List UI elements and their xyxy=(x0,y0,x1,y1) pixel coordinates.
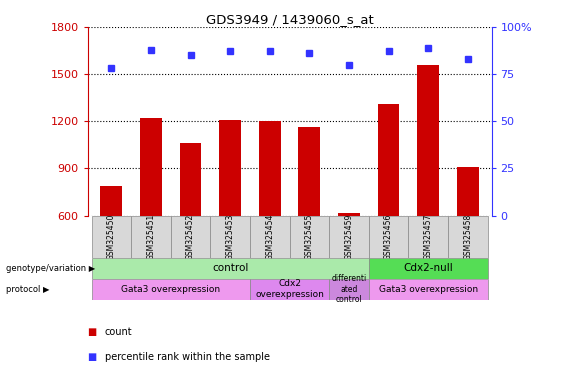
Bar xyxy=(131,215,171,258)
Text: Gata3 overexpression: Gata3 overexpression xyxy=(121,285,220,294)
Text: GSM325459: GSM325459 xyxy=(345,214,354,260)
Bar xyxy=(180,143,202,215)
Text: GSM325458: GSM325458 xyxy=(463,214,472,260)
Bar xyxy=(377,104,399,215)
Text: ■: ■ xyxy=(88,352,97,362)
Bar xyxy=(101,186,122,215)
Bar xyxy=(92,258,369,279)
Bar xyxy=(259,121,281,215)
Bar xyxy=(448,215,488,258)
Text: GSM325451: GSM325451 xyxy=(146,214,155,260)
Bar xyxy=(369,215,408,258)
Bar xyxy=(338,213,360,215)
Bar xyxy=(418,65,439,215)
Bar xyxy=(369,258,488,279)
Bar xyxy=(457,167,479,215)
Text: GSM325457: GSM325457 xyxy=(424,214,433,260)
Text: GSM325454: GSM325454 xyxy=(265,214,274,260)
Bar xyxy=(210,215,250,258)
Text: differenti
ated
control: differenti ated control xyxy=(331,274,367,304)
Bar xyxy=(329,215,369,258)
Bar xyxy=(92,215,131,258)
Text: ■: ■ xyxy=(88,327,97,337)
Text: genotype/variation ▶: genotype/variation ▶ xyxy=(6,264,95,273)
Bar xyxy=(219,120,241,215)
Bar xyxy=(140,118,162,215)
Text: count: count xyxy=(105,327,132,337)
Text: Cdx2-null: Cdx2-null xyxy=(403,263,453,273)
Bar xyxy=(290,215,329,258)
Bar xyxy=(408,215,448,258)
Bar xyxy=(250,279,329,300)
Bar xyxy=(171,215,210,258)
Text: GSM325452: GSM325452 xyxy=(186,214,195,260)
Bar xyxy=(92,279,250,300)
Bar xyxy=(369,279,488,300)
Text: Cdx2
overexpression: Cdx2 overexpression xyxy=(255,280,324,299)
Bar xyxy=(329,279,369,300)
Title: GDS3949 / 1439060_s_at: GDS3949 / 1439060_s_at xyxy=(206,13,373,26)
Bar xyxy=(298,127,320,215)
Text: GSM325453: GSM325453 xyxy=(225,214,234,260)
Text: GSM325455: GSM325455 xyxy=(305,214,314,260)
Text: Gata3 overexpression: Gata3 overexpression xyxy=(379,285,478,294)
Bar xyxy=(250,215,290,258)
Text: control: control xyxy=(212,263,249,273)
Text: GSM325456: GSM325456 xyxy=(384,214,393,260)
Text: GSM325450: GSM325450 xyxy=(107,214,116,260)
Text: percentile rank within the sample: percentile rank within the sample xyxy=(105,352,270,362)
Text: protocol ▶: protocol ▶ xyxy=(6,285,49,294)
